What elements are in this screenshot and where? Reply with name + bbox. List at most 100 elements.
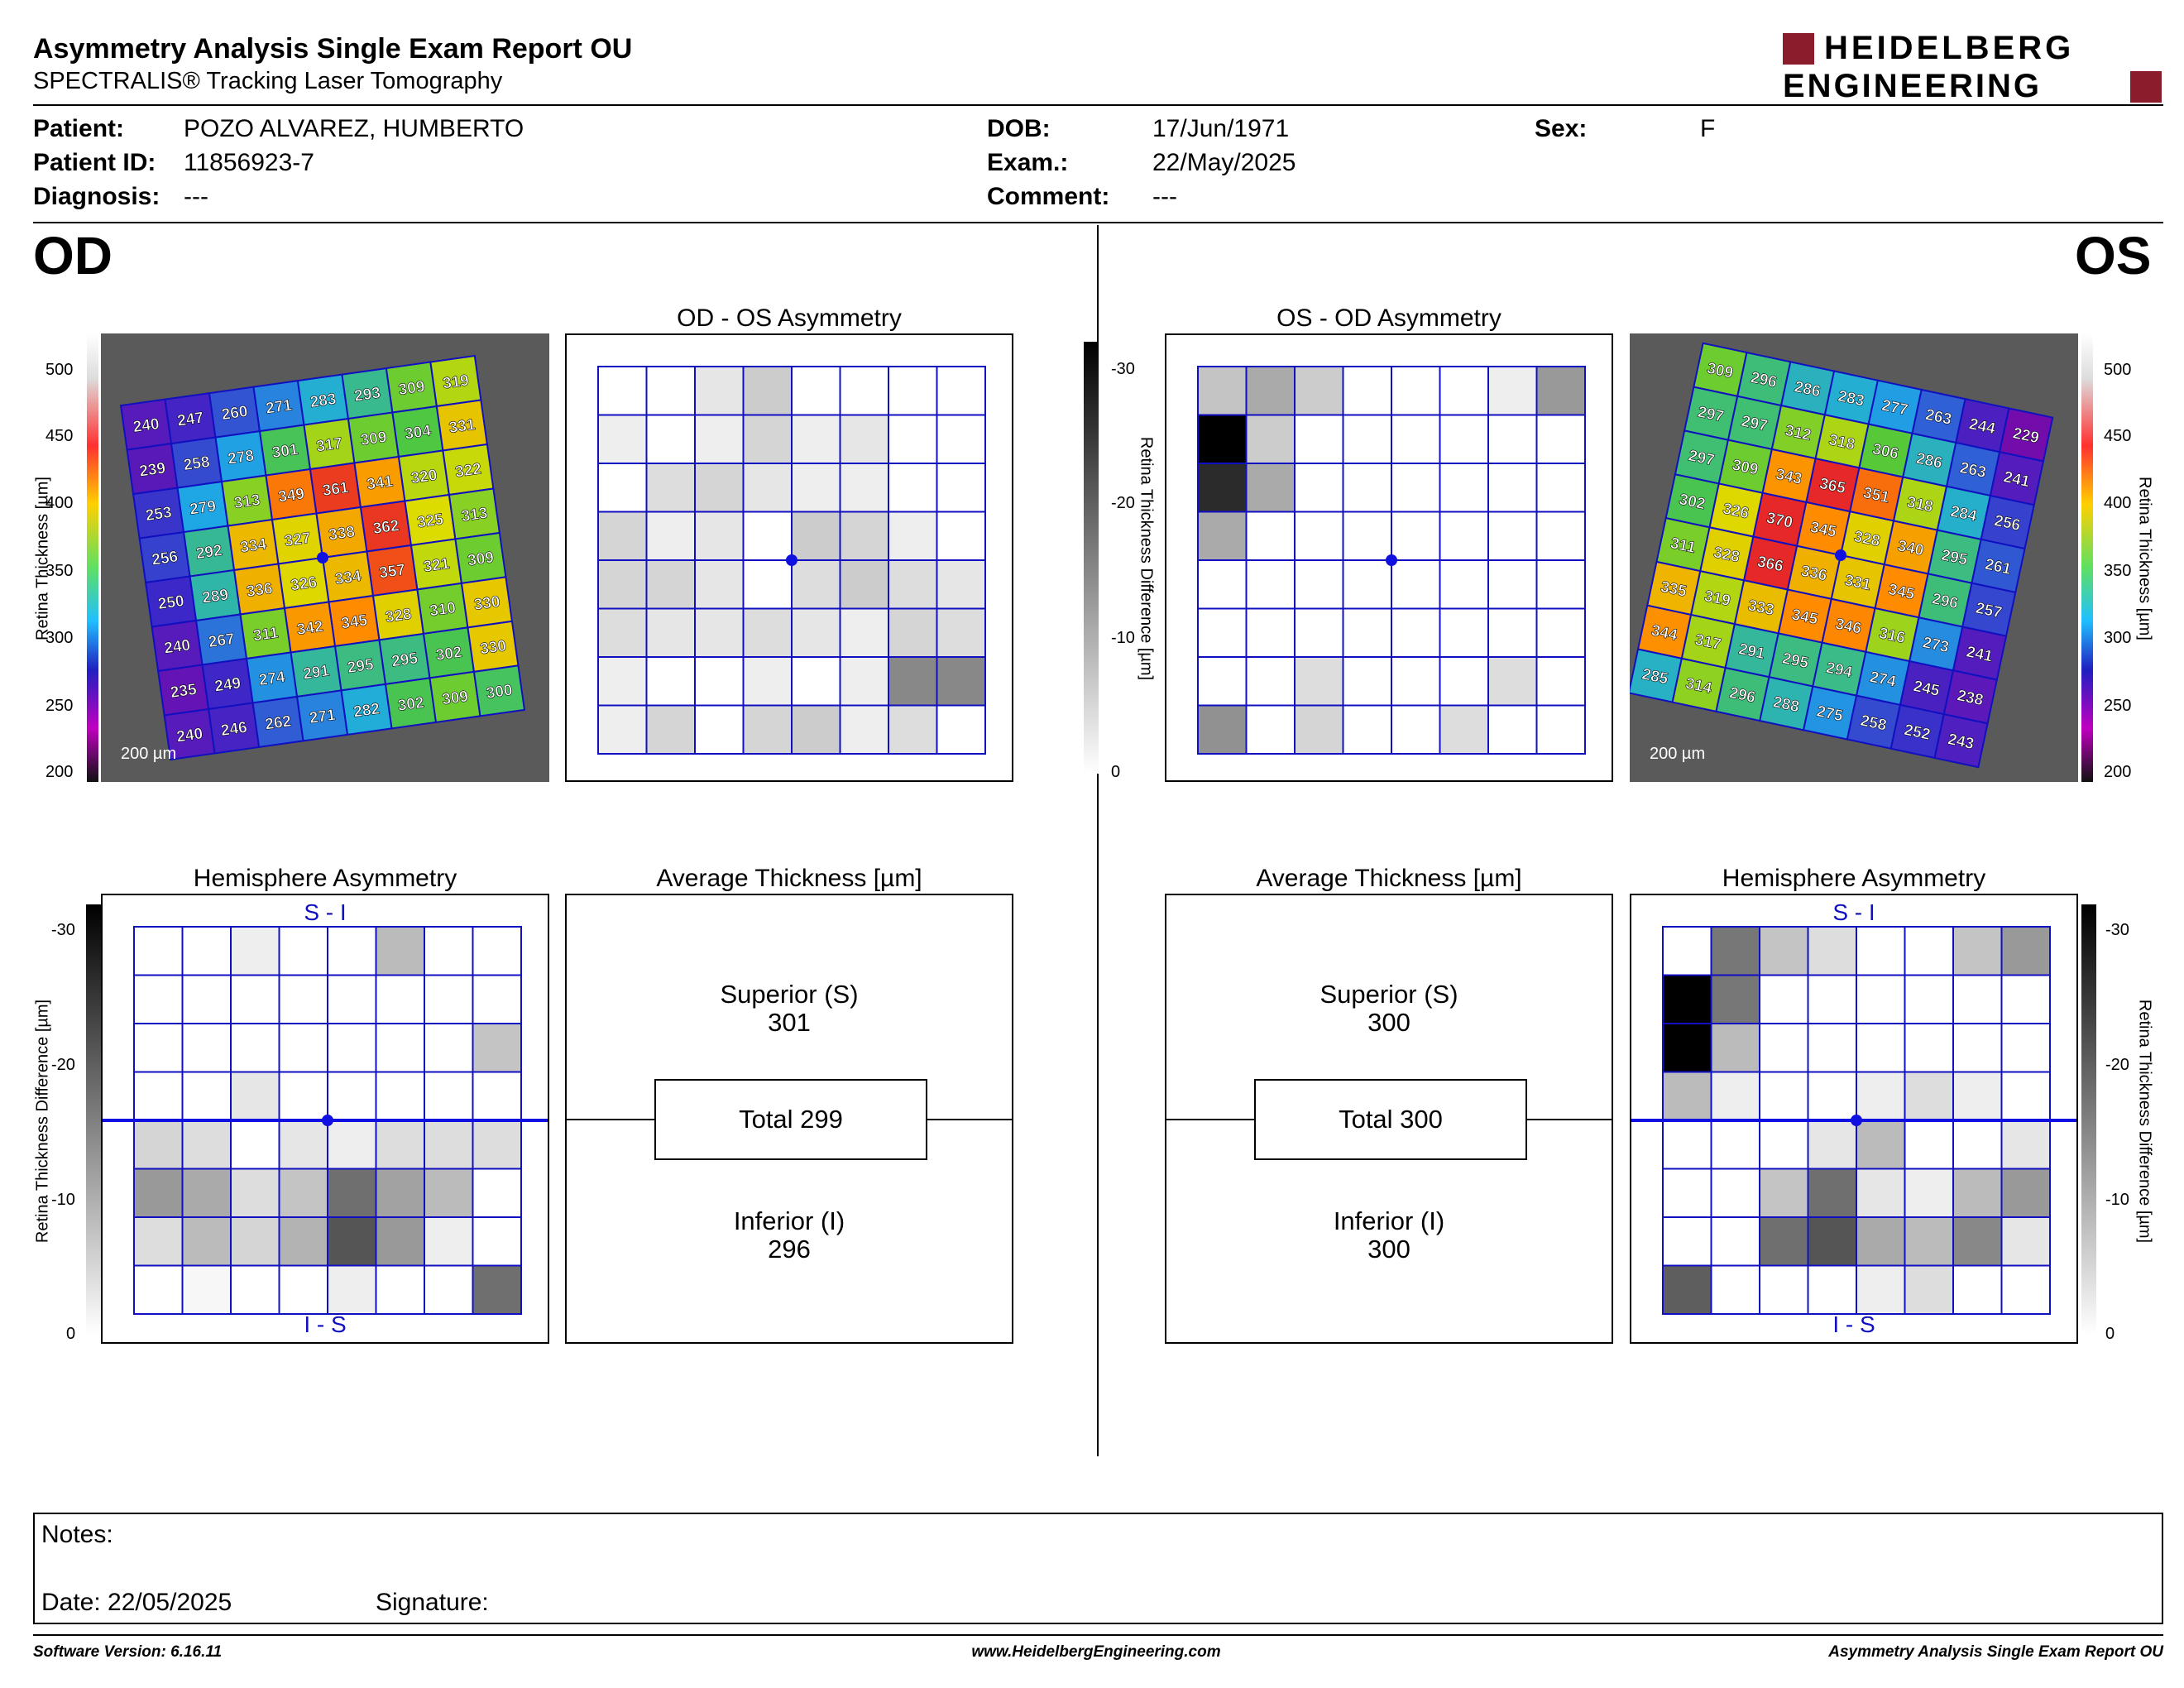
- od-os-asymmetry-cell: [936, 511, 986, 561]
- tick-500: 500: [2104, 361, 2132, 379]
- od-os-asymmetry-cell: [597, 511, 648, 561]
- hemi-od-cell: [181, 1216, 232, 1267]
- hemi-od-cell: [375, 1216, 425, 1267]
- od-os-asymmetry-cell: [839, 559, 889, 610]
- hemi-od-cell: [230, 1023, 280, 1073]
- od-map-sector-value: 240: [163, 636, 191, 657]
- hemi-od-tick-30: -30: [51, 921, 75, 939]
- od-thickness-map: 240 247 260 271 283 293 309 319 239 258 278 301 317 3…: [101, 333, 549, 782]
- od-map-sector-value: 240: [175, 725, 204, 746]
- hemi-os-cell: [1662, 1264, 1712, 1315]
- os-map-sector-value: 256: [1993, 512, 2022, 535]
- hemi-os-tick-0: 0: [2105, 1325, 2115, 1343]
- hemi-os-title: Hemisphere Asymmetry: [1722, 865, 1986, 892]
- diff-tick-10: -10: [1111, 629, 1135, 647]
- od-os-asymmetry-cell: [936, 704, 986, 755]
- os-od-asymmetry-title: OS - OD Asymmetry: [1276, 305, 1502, 332]
- tick-300: 300: [2104, 629, 2132, 647]
- hemi-os-tick-10: -10: [2105, 1191, 2129, 1209]
- od-os-asymmetry-cell: [888, 559, 938, 610]
- hemi-od-cell: [230, 926, 280, 976]
- od-os-asymmetry-cell: [791, 704, 841, 755]
- patient-id: 11856923-7: [184, 149, 314, 176]
- od-map-sector-value: 292: [195, 542, 223, 563]
- od-map-sector-value: 253: [145, 504, 173, 525]
- avg-od-inf-value: 296: [768, 1235, 811, 1264]
- tick-300: 300: [46, 629, 74, 647]
- od-os-asymmetry-cell: [597, 414, 648, 464]
- os-od-asymmetry-cell: [1487, 607, 1538, 658]
- os-od-asymmetry-cell: [1294, 704, 1344, 755]
- diagnosis-label: Diagnosis:: [33, 183, 160, 210]
- os-od-asymmetry-cell: [1439, 656, 1489, 707]
- hemi-os-cell: [1856, 1023, 1906, 1073]
- od-os-asymmetry-cell: [936, 414, 986, 464]
- od-os-asymmetry-cell: [694, 559, 745, 610]
- hemi-os-cell: [1807, 1120, 1857, 1170]
- hemi-os-cell: [1662, 926, 1712, 976]
- asymmetry-axis-label: Retina Thickness Difference [µm]: [1137, 436, 1156, 681]
- hemi-od-cell: [181, 974, 232, 1024]
- od-os-asymmetry-cell: [597, 704, 648, 755]
- od-os-asymmetry-cell: [742, 704, 793, 755]
- os-od-asymmetry-cell: [1245, 414, 1296, 464]
- od-thickness-colorbar: [87, 333, 98, 782]
- hemi-od-cell: [230, 1120, 280, 1170]
- od-os-asymmetry-cell: [742, 511, 793, 561]
- od-map-sector-value: 291: [302, 662, 331, 683]
- hemi-od-cell: [181, 1023, 232, 1073]
- os-od-asymmetry-cell: [1294, 656, 1344, 707]
- os-od-asymmetry-cell: [1294, 607, 1344, 658]
- avg-os-total: Total 300: [1254, 1079, 1527, 1160]
- od-map-sector-value: 322: [454, 460, 482, 481]
- od-os-asymmetry-cell: [936, 559, 986, 610]
- hemi-os-cell: [1904, 1264, 1954, 1315]
- os-od-asymmetry-cell: [1342, 656, 1392, 707]
- od-map-sector-value: 239: [138, 459, 166, 480]
- od-map-sector-value: 330: [472, 593, 500, 614]
- report-title: Asymmetry Analysis Single Exam Report OU: [33, 33, 633, 65]
- os-map-sector: [1933, 712, 1989, 769]
- hemi-os-cell: [1662, 1023, 1712, 1073]
- hemi-os-cell: [2000, 974, 2051, 1024]
- hemi-od-axis-label: Retina Thickness Difference [µm]: [33, 999, 52, 1244]
- hemi-os-cell: [1952, 974, 2003, 1024]
- hemi-od-cell: [181, 1120, 232, 1170]
- hemi-od-fovea-marker: [322, 1115, 333, 1126]
- hemi-os-cell: [1662, 1071, 1712, 1121]
- hemi-os-cell: [1904, 1023, 1954, 1073]
- od-map-sector-value: 295: [390, 650, 419, 670]
- os-od-asymmetry-cell: [1197, 559, 1248, 610]
- hemi-od-cell: [181, 1264, 232, 1315]
- hemi-od-tick-10: -10: [51, 1191, 75, 1209]
- hemi-od-cell: [327, 926, 377, 976]
- avg-od-inf-label: Inferior (I): [733, 1206, 845, 1235]
- hemi-od-cell: [424, 1264, 474, 1315]
- tick-350: 350: [2104, 562, 2132, 580]
- hemi-os-cell: [1904, 1216, 1954, 1267]
- hemi-os-cell: [1807, 1023, 1857, 1073]
- od-map-sector-value: 246: [220, 719, 248, 740]
- od-os-asymmetry-cell: [839, 463, 889, 513]
- sex-label: Sex:: [1535, 115, 1588, 142]
- os-od-asymmetry-cell: [1245, 607, 1296, 658]
- os-od-asymmetry-cell: [1197, 463, 1248, 513]
- hemi-os-cell: [1952, 1120, 2003, 1170]
- od-os-asymmetry-cell: [839, 366, 889, 416]
- report-subtitle: SPECTRALIS® Tracking Laser Tomography: [33, 68, 503, 94]
- os-thickness-axis-label: Retina Thickness [µm]: [2135, 477, 2154, 640]
- os-od-asymmetry-cell: [1535, 559, 1586, 610]
- hemi-os-cell: [1807, 1168, 1857, 1218]
- od-os-asymmetry-cell: [936, 463, 986, 513]
- hemi-od-cell: [230, 974, 280, 1024]
- os-od-asymmetry-cell: [1294, 366, 1344, 416]
- od-map-sector-value: 300: [486, 682, 514, 703]
- hemi-os-cell: [1759, 1120, 1809, 1170]
- avg-os-sup-value: 300: [1367, 1008, 1410, 1037]
- od-os-asymmetry-cell: [791, 559, 841, 610]
- notes-date: Date: 22/05/2025: [41, 1589, 232, 1616]
- hemi-os-cell: [1807, 926, 1857, 976]
- os-od-asymmetry-cell: [1391, 366, 1441, 416]
- avg-os-title: Average Thickness [µm]: [1256, 865, 1522, 892]
- od-os-asymmetry-cell: [694, 607, 745, 658]
